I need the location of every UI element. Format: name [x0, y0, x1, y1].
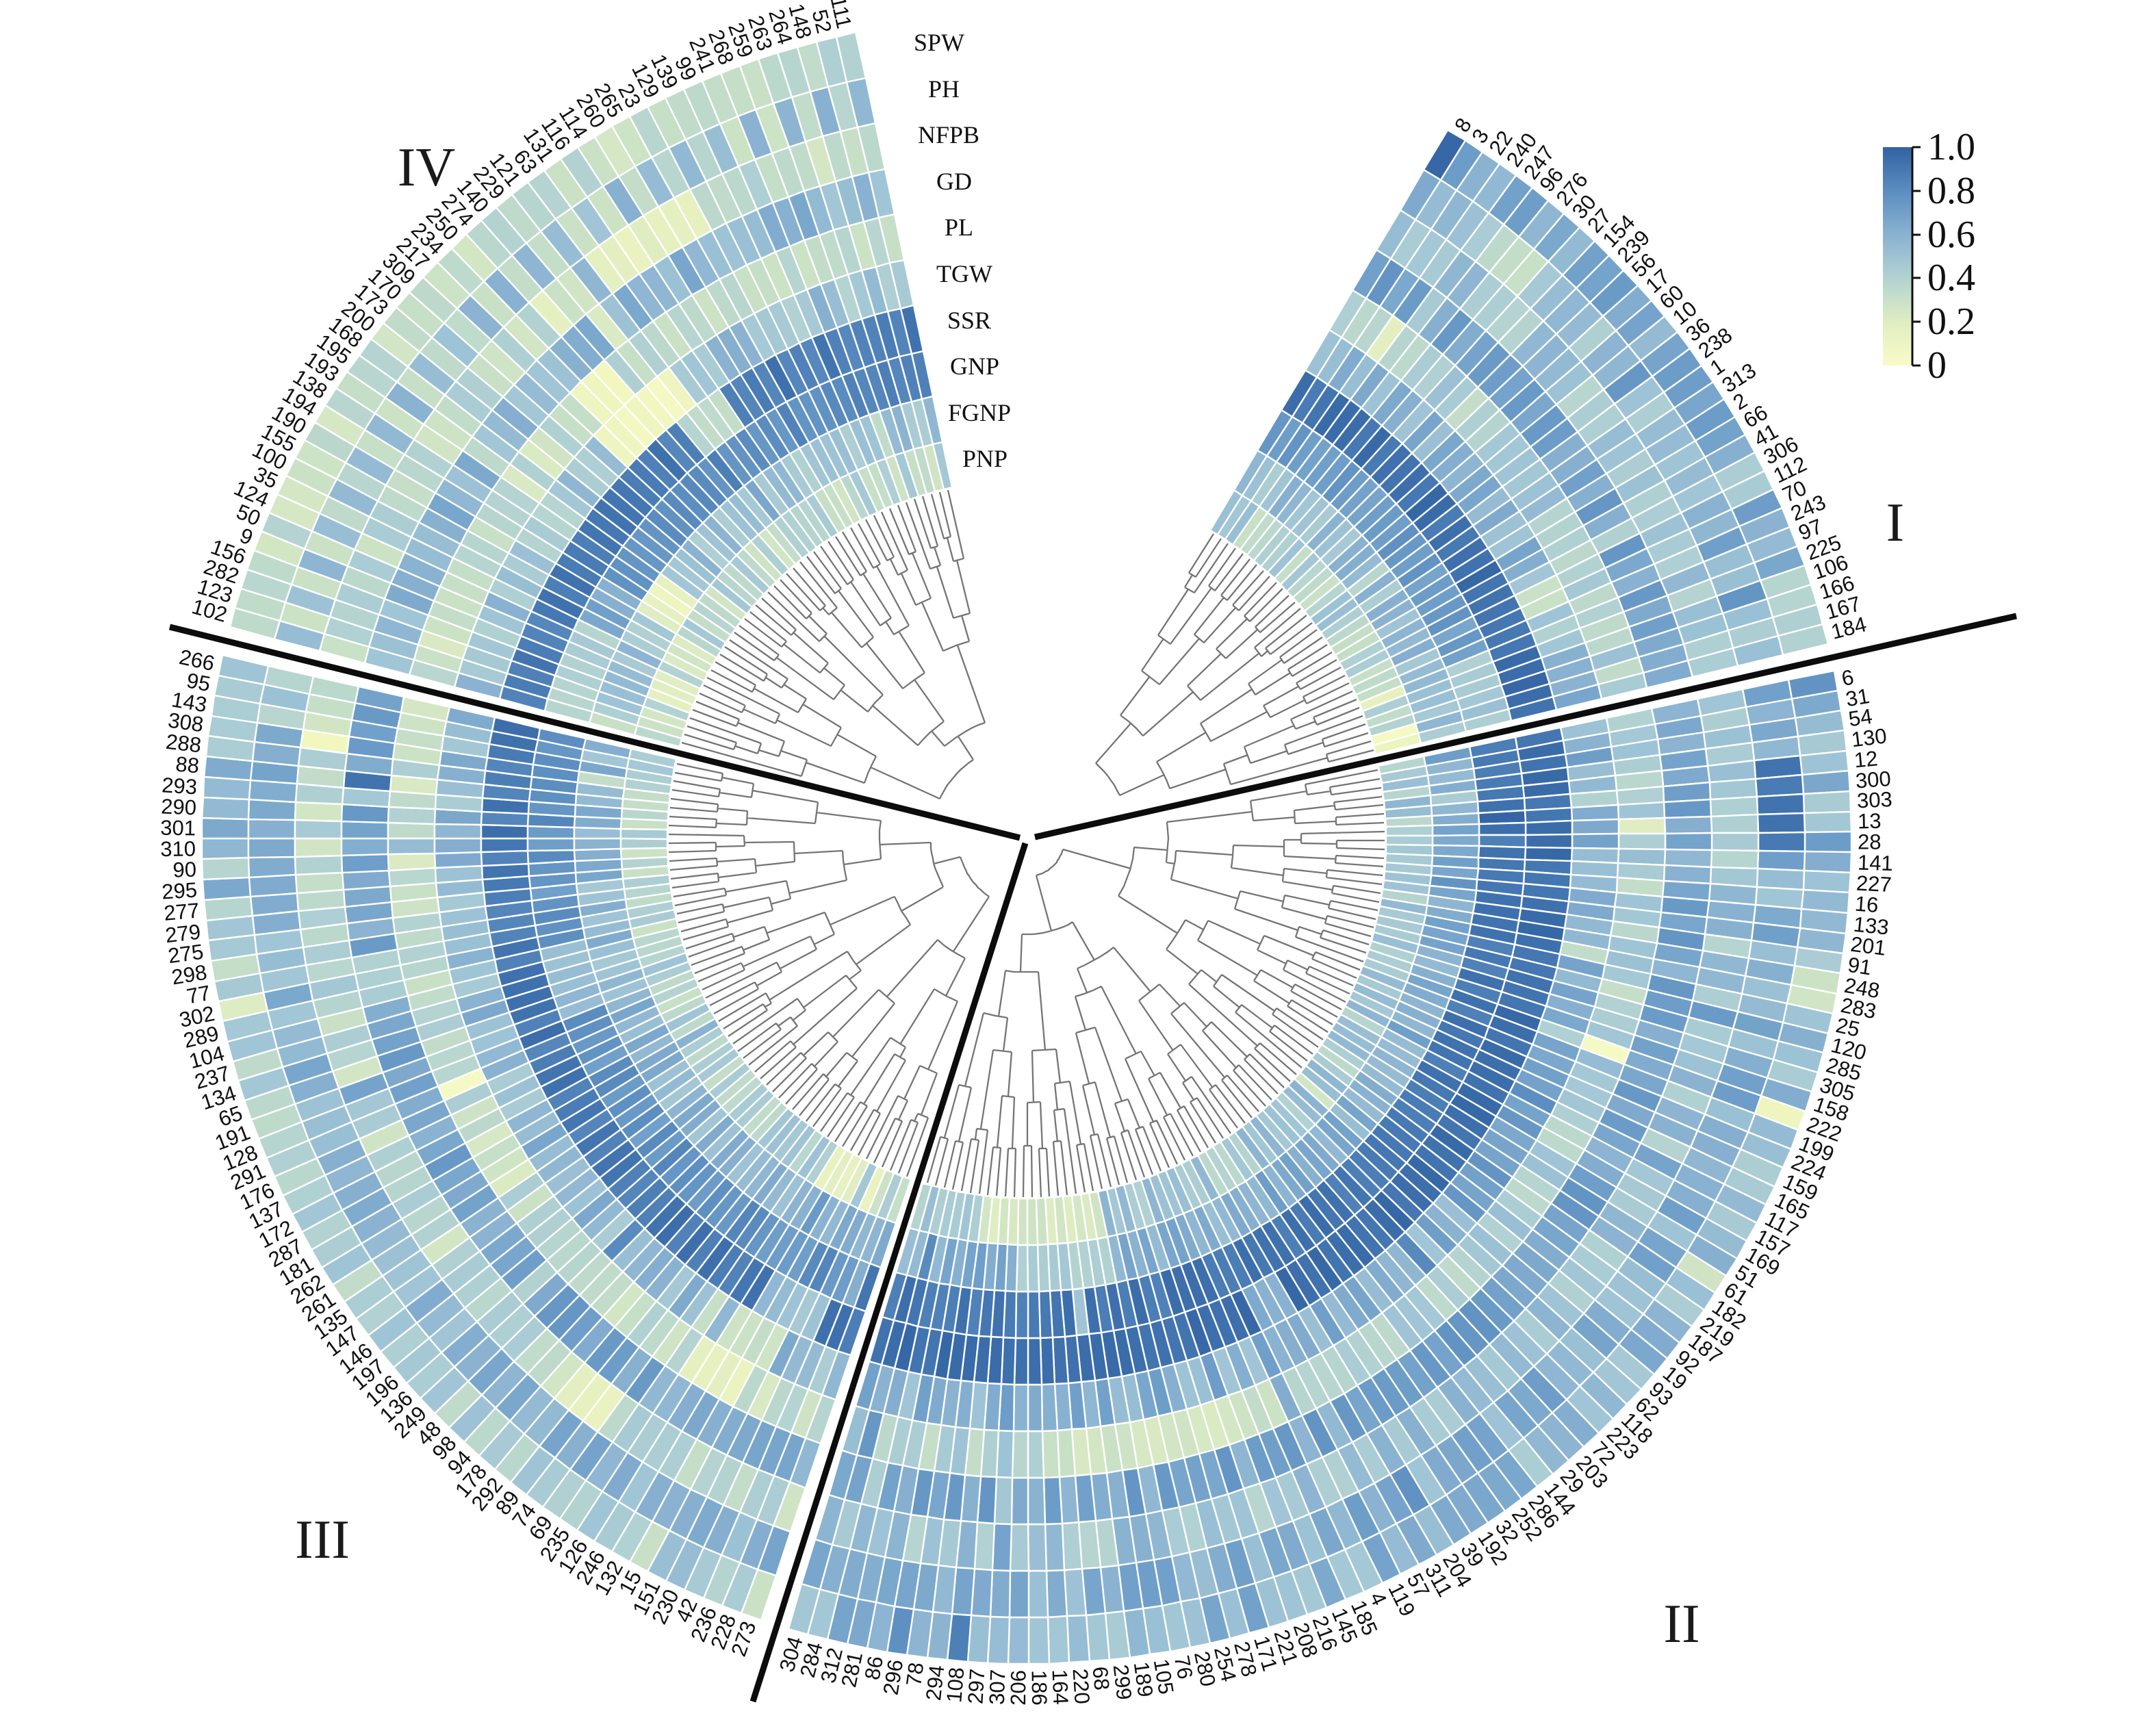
svg-text:108: 108: [942, 1667, 968, 1704]
svg-text:77: 77: [185, 981, 212, 1009]
svg-text:31: 31: [1844, 684, 1871, 711]
svg-text:IV: IV: [398, 138, 455, 198]
svg-text:300: 300: [1855, 767, 1892, 793]
svg-text:76: 76: [1170, 1654, 1198, 1681]
svg-text:164: 164: [1048, 1669, 1073, 1705]
svg-text:296: 296: [879, 1658, 908, 1697]
svg-text:I: I: [1886, 493, 1905, 553]
svg-text:III: III: [295, 1510, 350, 1570]
svg-text:0.4: 0.4: [1927, 257, 1975, 299]
svg-text:25: 25: [1834, 1013, 1862, 1042]
svg-text:290: 290: [161, 795, 197, 820]
svg-text:189: 189: [1129, 1660, 1158, 1699]
svg-text:143: 143: [170, 687, 209, 717]
svg-text:310: 310: [160, 837, 196, 862]
svg-text:288: 288: [165, 730, 203, 758]
svg-text:12: 12: [1853, 746, 1879, 772]
svg-text:68: 68: [1088, 1665, 1114, 1691]
svg-text:90: 90: [172, 858, 197, 882]
svg-text:307: 307: [985, 1669, 1010, 1705]
svg-text:PH: PH: [928, 75, 960, 103]
svg-text:297: 297: [963, 1668, 989, 1705]
svg-text:130: 130: [1850, 723, 1888, 752]
svg-text:141: 141: [1858, 851, 1894, 875]
svg-text:54: 54: [1847, 704, 1873, 732]
svg-text:0.2: 0.2: [1927, 300, 1975, 343]
svg-text:293: 293: [161, 773, 198, 799]
svg-text:295: 295: [161, 878, 198, 904]
svg-text:SPW: SPW: [914, 29, 964, 56]
svg-text:0.8: 0.8: [1927, 170, 1975, 212]
svg-text:1.0: 1.0: [1927, 126, 1975, 168]
svg-text:78: 78: [901, 1661, 928, 1688]
svg-text:279: 279: [164, 920, 202, 948]
svg-text:0.6: 0.6: [1927, 214, 1975, 256]
svg-text:186: 186: [1027, 1670, 1052, 1706]
svg-text:275: 275: [166, 940, 205, 968]
svg-text:PL: PL: [945, 214, 973, 241]
svg-text:28: 28: [1858, 830, 1882, 854]
svg-text:299: 299: [1109, 1663, 1137, 1701]
svg-text:FGNP: FGNP: [948, 399, 1011, 426]
svg-text:298: 298: [170, 960, 209, 990]
svg-text:95: 95: [185, 668, 212, 696]
svg-text:277: 277: [163, 899, 201, 925]
svg-text:13: 13: [1858, 809, 1882, 834]
svg-text:0: 0: [1927, 344, 1947, 387]
svg-text:227: 227: [1856, 871, 1892, 897]
svg-text:6: 6: [1840, 665, 1856, 691]
svg-text:220: 220: [1068, 1668, 1094, 1705]
svg-text:133: 133: [1852, 912, 1890, 940]
svg-text:86: 86: [860, 1654, 888, 1682]
svg-text:II: II: [1663, 1594, 1699, 1654]
svg-text:303: 303: [1856, 787, 1892, 812]
svg-text:PNP: PNP: [962, 445, 1008, 472]
svg-text:294: 294: [921, 1664, 949, 1702]
svg-text:206: 206: [1006, 1670, 1031, 1706]
svg-text:52: 52: [808, 7, 836, 36]
svg-text:201: 201: [1849, 932, 1888, 960]
svg-text:301: 301: [160, 816, 196, 840]
svg-text:GD: GD: [936, 168, 972, 195]
svg-text:NFPB: NFPB: [918, 121, 979, 149]
svg-text:GNP: GNP: [950, 352, 999, 380]
svg-text:TGW: TGW: [936, 260, 992, 287]
svg-text:91: 91: [1846, 953, 1873, 980]
svg-text:SSR: SSR: [947, 307, 991, 334]
svg-text:16: 16: [1854, 892, 1879, 918]
svg-text:308: 308: [166, 708, 205, 737]
svg-text:88: 88: [175, 752, 200, 778]
svg-text:105: 105: [1149, 1657, 1179, 1696]
